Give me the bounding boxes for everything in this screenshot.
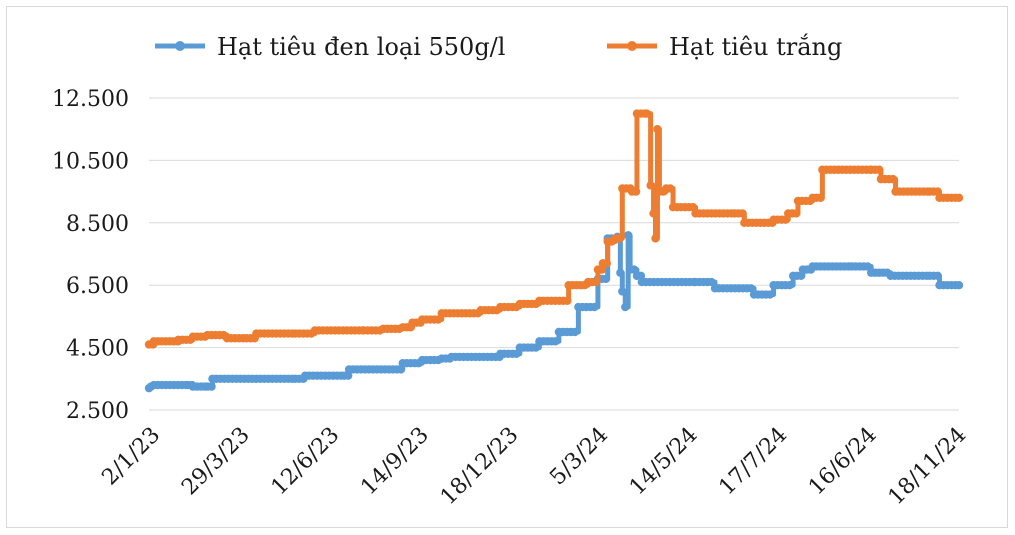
data-point (666, 184, 675, 193)
data-point (531, 343, 541, 352)
y-tick-label: 8.500 (66, 212, 129, 237)
data-point (765, 290, 775, 299)
data-point (874, 165, 884, 174)
data-point (863, 262, 872, 271)
x-tick-label: 2/1/23 (97, 423, 165, 491)
x-tick-label: 17/7/24 (714, 423, 792, 501)
data-point (933, 271, 942, 281)
y-tick-label: 2.500 (66, 399, 129, 424)
data-point (563, 296, 572, 305)
series-line (149, 111, 959, 347)
data-point (649, 209, 658, 218)
x-tick-label: 14/9/23 (356, 423, 434, 501)
data-point (785, 281, 794, 290)
y-tick-label: 10.500 (52, 149, 129, 174)
gridlines (149, 97, 959, 411)
legend-label-white-pepper: Hạt tiêu trắng (669, 33, 842, 61)
data-point (954, 193, 964, 203)
data-point (591, 277, 601, 287)
data-point (816, 193, 825, 203)
data-point (888, 174, 898, 184)
y-axis: 2.500 4.500 6.500 8.500 10.500 12.500 (52, 87, 129, 424)
data-point (954, 281, 964, 290)
x-tick-label: 18/12/23 (436, 423, 524, 511)
data-point (636, 271, 646, 281)
data-point (601, 274, 611, 284)
x-tick-label: 29/3/23 (177, 423, 255, 501)
data-point (653, 125, 662, 134)
data-point (343, 371, 353, 380)
x-axis: 2/1/23 29/3/23 12/6/23 14/9/23 18/12/23 5/3/2… (97, 423, 971, 511)
x-tick-label: 14/5/24 (625, 423, 703, 501)
data-point (616, 268, 625, 277)
x-tick-label: 5/3/24 (545, 423, 613, 491)
series-white-pepper (144, 109, 964, 349)
data-point (590, 302, 599, 312)
data-point (707, 277, 716, 287)
x-tick-label: 18/11/24 (884, 423, 972, 511)
data-point (597, 265, 607, 274)
data-point (570, 327, 580, 337)
x-tick-label: 12/6/23 (267, 423, 345, 501)
chart-frame: Hạt tiêu đen loại 550g/l Hạt tiêu trắng … (6, 6, 1008, 528)
data-point (434, 315, 443, 324)
data-point (512, 349, 521, 359)
data-point (551, 337, 560, 346)
data-point (615, 234, 624, 243)
data-point (207, 382, 216, 391)
data-point (629, 265, 639, 274)
data-point (631, 187, 641, 196)
legend-label-black-pepper: Hạt tiêu đen loại 550g/l (217, 33, 505, 61)
data-point (746, 284, 756, 293)
data-point (623, 231, 633, 240)
line-chart: Hạt tiêu đen loại 550g/l Hạt tiêu trắng … (52, 33, 971, 511)
y-tick-label: 12.500 (52, 87, 129, 112)
data-point (602, 259, 611, 268)
legend: Hạt tiêu đen loại 550g/l Hạt tiêu trắng (155, 33, 842, 61)
series-line (148, 232, 959, 391)
data-point (738, 209, 747, 218)
data-point (792, 209, 801, 218)
data-point (642, 109, 651, 118)
x-tick-label: 16/6/24 (804, 423, 882, 501)
series-group (144, 109, 964, 393)
y-tick-label: 6.500 (66, 274, 129, 299)
data-point (621, 302, 630, 312)
legend-marker-white-pepper (627, 41, 637, 51)
data-point (618, 287, 627, 296)
data-point (646, 181, 655, 190)
legend-marker-black-pepper (175, 41, 185, 51)
series-black-pepper (144, 231, 964, 393)
y-tick-label: 4.500 (66, 337, 129, 362)
data-point (651, 234, 660, 243)
